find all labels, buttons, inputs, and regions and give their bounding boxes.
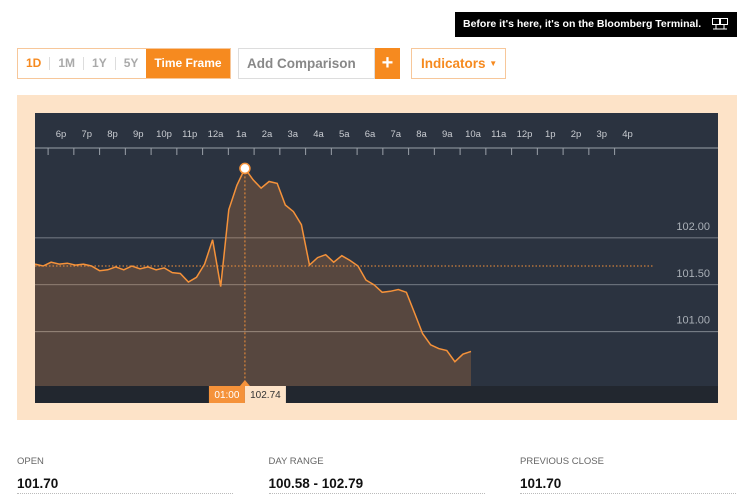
stat: OPEN 101.70 [17, 456, 233, 494]
stat: DAY RANGE 100.58 - 102.79 [268, 456, 485, 494]
x-tick-label: 9a [442, 129, 453, 140]
terminal-banner[interactable]: Before it's here, it's on the Bloomberg … [455, 12, 737, 37]
separator [114, 57, 116, 70]
x-tick-label: 8a [416, 129, 427, 140]
y-tick-label: 102.00 [676, 221, 710, 233]
x-tick-label: 11a [491, 129, 507, 140]
stat-label: OPEN [17, 456, 44, 467]
x-tick-label: 7p [81, 129, 92, 140]
x-tick-label: 1a [236, 129, 247, 140]
stat: PREVIOUS CLOSE 101.70 [520, 456, 736, 494]
x-tick-label: 2a [262, 129, 273, 140]
x-tick-label: 12p [517, 129, 533, 140]
x-tick-label: 6a [365, 129, 376, 140]
x-tick-label: 4p [622, 129, 633, 140]
range-button[interactable]: 1D [26, 56, 42, 70]
y-tick-label: 101.50 [676, 268, 710, 280]
area [35, 168, 471, 386]
x-tick-label: 4a [313, 129, 324, 140]
time-strip [35, 386, 718, 403]
x-tick-label: 10a [465, 129, 482, 140]
indicators-label[interactable]: Indicators [421, 56, 486, 71]
stat-value: 101.70 [520, 476, 562, 491]
add-button[interactable]: + [375, 48, 400, 79]
crosshair-pointer [239, 380, 250, 386]
indicators-button[interactable]: Indicators ▼ [411, 48, 506, 79]
crosshair-value: 102.74 [250, 390, 281, 401]
stat-value: 101.70 [17, 476, 59, 491]
x-tick-label: 3a [287, 129, 298, 140]
x-tick-label: 1p [545, 129, 556, 140]
separator [83, 57, 85, 70]
x-tick-label: 6p [56, 129, 67, 140]
crosshair-time-box [208, 386, 245, 403]
x-tick-label: 8p [107, 129, 118, 140]
stat-value: 100.58 - 102.79 [268, 476, 364, 491]
x-tick-label: 5a [339, 129, 350, 140]
range-button[interactable]: 5Y [123, 56, 139, 70]
plot-area [35, 113, 718, 403]
crosshair-value-box [244, 386, 286, 403]
x-tick-label: 3p [596, 129, 607, 140]
range-button[interactable]: 1M [58, 56, 76, 70]
x-tick-label: 10p [156, 129, 172, 140]
stat-label: DAY RANGE [268, 456, 324, 467]
x-tick-label: 7a [390, 129, 401, 140]
x-tick-label: 11p [182, 129, 197, 140]
terminal-icon [712, 18, 728, 30]
x-tick-label: 2p [571, 129, 582, 140]
crosshair-marker [239, 162, 251, 175]
price-line [34, 166, 472, 363]
range-button[interactable]: Time Frame [146, 49, 230, 78]
x-tick-label: 12a [208, 129, 225, 140]
crosshair-time: 01:00 [214, 390, 239, 401]
separator [49, 57, 51, 70]
range-button[interactable]: 1Y [92, 56, 107, 70]
range-buttons: 1D 1M 1Y 5Y Time Frame [17, 48, 231, 79]
comparison-input[interactable]: Add Comparison [238, 48, 375, 79]
x-tick-label: 9p [133, 129, 144, 140]
stat-label: PREVIOUS CLOSE [520, 456, 604, 467]
y-tick-label: 101.00 [676, 315, 710, 327]
banner-text[interactable]: Before it's here, it's on the Bloomberg … [463, 18, 702, 30]
